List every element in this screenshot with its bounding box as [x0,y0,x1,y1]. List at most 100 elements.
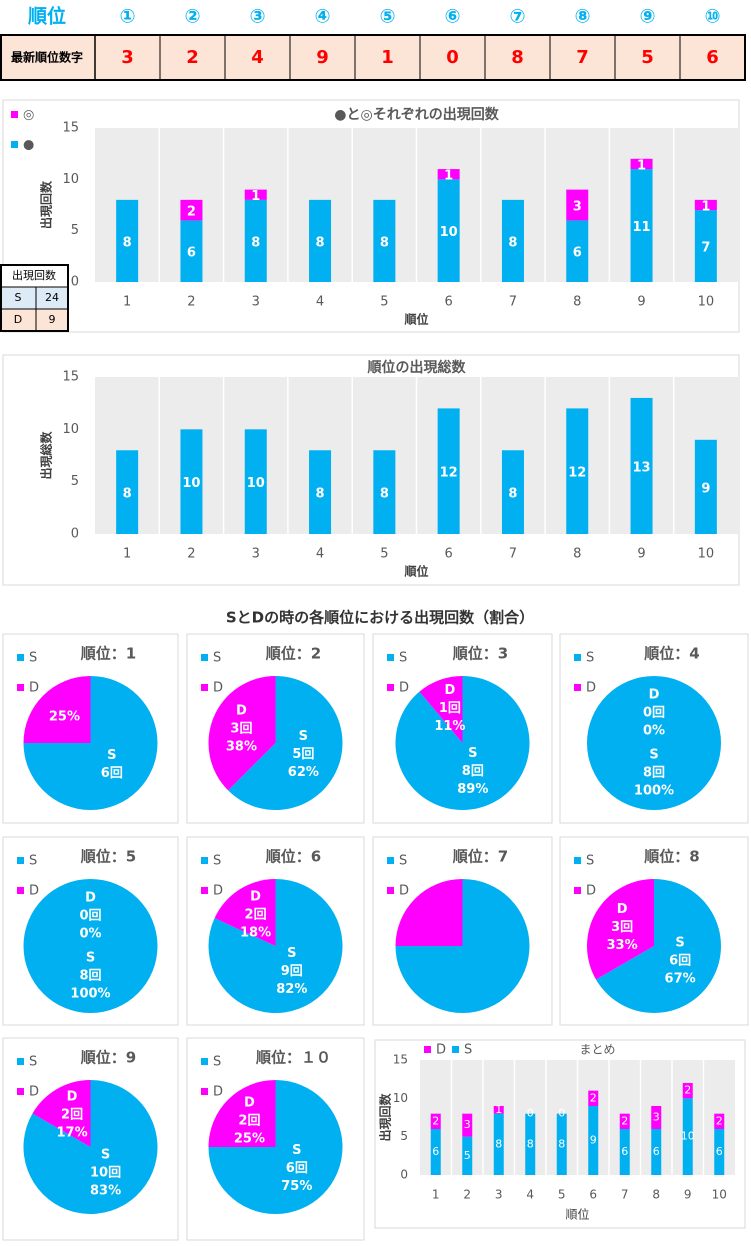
legend-label: D [586,884,596,899]
data-label: D [617,902,628,917]
data-label: 2 [621,1114,628,1127]
legend-swatch [452,1046,459,1053]
bar [619,1129,630,1175]
x-tick-label: 9 [684,1188,692,1202]
row-cell: 0 [446,47,459,68]
data-label: 9回 [281,964,303,979]
pie-slice [587,676,721,810]
data-label: 8 [380,487,389,502]
data-label: 13 [633,460,651,475]
data-label: D [250,889,261,904]
data-label: 6 [653,1145,660,1158]
legend-swatch [17,887,24,894]
legend-swatch [201,684,208,691]
bar [619,1113,630,1129]
data-label: 6回 [286,1161,308,1176]
data-label: 8回 [643,766,665,781]
legend-swatch [11,111,18,118]
data-label: 6 [716,1145,723,1158]
data-label: D [444,683,455,698]
y-tick-label: 10 [62,422,79,437]
bar [437,169,460,180]
data-label: 10 [681,1130,695,1143]
legend-swatch [17,1058,24,1065]
pie-slice [395,879,463,946]
data-label: S [287,946,296,961]
bar [437,408,460,534]
legend-label: D [29,1085,39,1100]
data-label: 17% [57,1126,88,1141]
bar [501,199,524,282]
data-label: 0 [558,1107,565,1120]
bar [714,1129,725,1175]
row-label: 最新順位数字 [11,50,83,65]
legend-swatch [17,857,24,864]
x-tick-label: 10 [698,547,715,562]
bar [501,450,524,534]
header-cell: ⑥ [444,6,460,28]
x-tick-label: 1 [123,295,131,310]
data-label: S [101,1148,110,1163]
data-label: 6 [187,246,196,261]
bar [651,1106,662,1129]
data-label: S [292,1143,301,1158]
legend-label: ◎ [23,108,34,123]
legend-swatch [17,684,24,691]
data-label: 6 [432,1145,439,1158]
chart-title: 順位：1 [80,645,136,663]
legend-swatch [574,887,581,894]
y-tick-label: 5 [71,223,79,238]
row-cell: 8 [511,47,524,68]
bar [116,450,139,534]
x-tick-label: 4 [316,547,324,562]
chart-title: 順位：5 [80,848,136,866]
pie-slice [395,675,530,810]
legend-label: S [464,1043,472,1058]
row-cell: 9 [316,47,329,68]
section-title: SとDの時の各順位における出現回数（割合） [226,609,534,627]
bar [630,158,653,170]
y-tick-label: 0 [71,275,79,290]
bar [462,1136,473,1175]
y-tick-label: 15 [62,121,79,136]
legend-label: D [29,681,39,696]
row-cell: 7 [576,47,589,68]
data-label: 0% [79,926,101,941]
legend-swatch [387,857,394,864]
y-tick-label: 5 [71,474,79,489]
legend-label: S [399,854,407,869]
header-cell: 順位 [28,5,66,28]
chart-title: ●と◎それぞれの出現回数 [334,106,499,123]
data-label: 2回 [238,1113,260,1128]
x-tick-label: 8 [573,547,581,562]
data-label: D [244,1095,255,1110]
x-tick-label: 4 [316,295,324,310]
x-axis-label: 順位 [565,1207,589,1222]
data-label: 83% [90,1184,121,1199]
legend-label: D [213,884,223,899]
x-tick-label: 2 [187,547,195,562]
legend-label: D [29,884,39,899]
y-axis-label: 出現回数 [39,180,54,229]
y-axis-label: 出現総数 [39,431,54,480]
bar [493,1106,504,1114]
bar [630,169,653,282]
data-label: 9 [590,1134,597,1147]
legend-swatch [387,887,394,894]
legend-swatch [17,1088,24,1095]
data-label: 8 [495,1137,502,1150]
x-tick-label: 6 [445,547,453,562]
row-cell: 6 [706,47,719,68]
data-label: D [649,687,660,702]
row-cell: 2 [186,47,199,68]
data-label: 0回 [79,908,101,923]
data-label: 38% [226,739,257,754]
bar [651,1129,662,1175]
legend-swatch [574,857,581,864]
data-label: 8 [380,235,389,250]
legend-label: S [586,651,594,666]
row-cell: 5 [641,47,654,68]
legend-label: D [586,681,596,696]
pie-slice [214,879,276,946]
data-label: 8 [123,487,132,502]
